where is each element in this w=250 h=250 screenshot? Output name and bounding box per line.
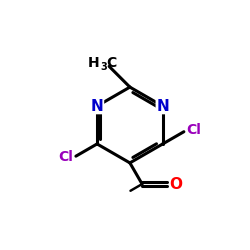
Text: H: H (88, 56, 100, 70)
Text: Cl: Cl (187, 124, 202, 138)
Text: O: O (169, 176, 182, 192)
Text: C: C (107, 56, 117, 70)
Text: N: N (91, 98, 104, 114)
Text: N: N (156, 98, 169, 114)
Text: 3: 3 (100, 62, 107, 72)
Text: Cl: Cl (58, 150, 73, 164)
